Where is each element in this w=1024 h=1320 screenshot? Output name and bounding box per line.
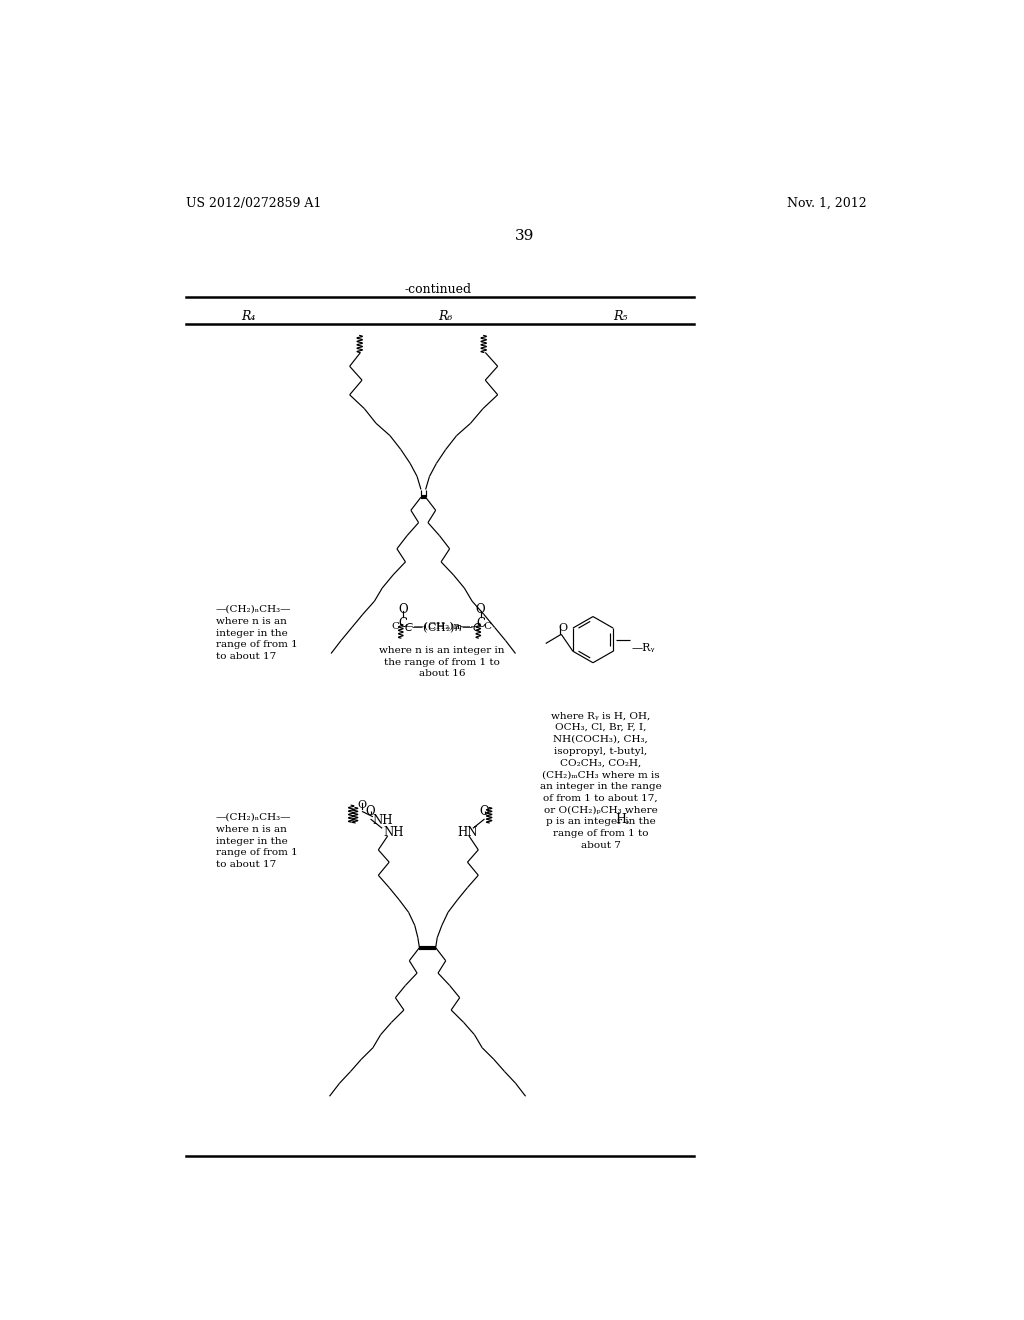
Text: HN: HN (458, 826, 478, 840)
Text: R₅: R₅ (613, 310, 628, 323)
Text: C: C (476, 618, 485, 631)
Text: -continued: -continued (404, 284, 472, 296)
Text: C ——(CH₂)n—— C: C ——(CH₂)n—— C (392, 622, 492, 630)
Text: NH: NH (383, 826, 403, 840)
Text: R₆: R₆ (438, 310, 453, 323)
Text: C: C (398, 618, 408, 631)
Text: O: O (366, 805, 376, 818)
Text: O: O (558, 623, 567, 634)
Text: NH: NH (373, 813, 393, 826)
Text: Nov. 1, 2012: Nov. 1, 2012 (786, 197, 866, 210)
Text: —(CH₂)ₙCH₃—
where n is an
integer in the
range of from 1
to about 17: —(CH₂)ₙCH₃— where n is an integer in the… (216, 605, 297, 661)
Text: US 2012/0272859 A1: US 2012/0272859 A1 (186, 197, 322, 210)
Text: 39: 39 (515, 230, 535, 243)
Text: O: O (479, 805, 489, 818)
Text: —(CH₂)ₙCH₃—
where n is an
integer in the
range of from 1
to about 17: —(CH₂)ₙCH₃— where n is an integer in the… (216, 813, 297, 869)
Text: O: O (357, 800, 367, 809)
Text: where n is an integer in
the range of from 1 to
about 16: where n is an integer in the range of fr… (379, 645, 505, 678)
Text: —Rᵧ: —Rᵧ (632, 644, 655, 653)
Text: H.: H. (615, 813, 630, 826)
Text: $\mathit{C}$—(CH₂)$\mathit{n}$—$\mathit{C}$: $\mathit{C}$—(CH₂)$\mathit{n}$—$\mathit{… (404, 620, 482, 635)
Text: O: O (476, 603, 485, 616)
Text: where Rᵧ is H, OH,
OCH₃, Cl, Br, F, I,
NH(COCH₃), CH₃,
isopropyl, t-butyl,
CO₂CH: where Rᵧ is H, OH, OCH₃, Cl, Br, F, I, N… (540, 711, 662, 850)
Text: O: O (398, 603, 408, 616)
Text: R₄: R₄ (241, 310, 255, 323)
